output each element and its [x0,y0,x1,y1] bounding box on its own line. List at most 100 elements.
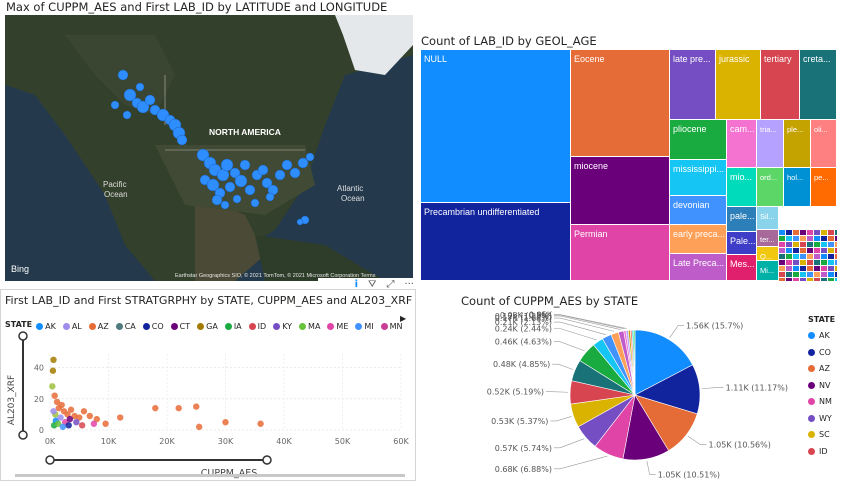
treemap-tile[interactable]: pe... [811,168,836,206]
treemap-small-tile [828,278,834,281]
treemap-tile[interactable]: miocene [571,157,669,224]
treemap-tile[interactable]: early preca... [670,225,726,253]
pie-chart[interactable]: 1.56K (15.7%) 1.11K (11.17%) 1.05K (10.56%… [430,305,810,481]
treemap-small-tile [800,272,806,277]
treemap-small-tile [828,248,834,253]
treemap-small-tile [786,278,792,281]
horizontal-scrollbar[interactable] [15,474,405,477]
pie-slice[interactable] [634,329,694,396]
scatter-point [49,367,57,374]
treemap-tile[interactable]: NULL [421,50,570,202]
treemap-tile[interactable]: tertiary [761,50,799,119]
treemap-tile[interactable]: pale... [727,207,756,231]
treemap-small-tile [828,266,834,271]
scatter-point [67,406,75,413]
treemap-tile[interactable]: mio... [727,168,756,206]
treemap-tile[interactable]: Eocene [571,50,669,156]
treemap-tile[interactable]: Mi... [757,261,778,280]
scatter-legend-item[interactable]: IA [224,322,242,331]
filter-icon[interactable]: ⛛ [368,278,377,290]
treemap-tile[interactable]: devonian [670,196,726,224]
legend-color-dot [808,381,815,389]
treemap-small-tile [786,230,792,235]
scatter-legend-item[interactable]: CA [115,322,136,331]
treemap-tile[interactable]: pliocene [670,120,726,159]
x-zoom-handle-left[interactable] [45,455,55,465]
pie-legend-title: STATE [808,314,836,324]
info-icon[interactable]: i [354,278,359,290]
treemap-tile-label: jurassic [718,54,750,64]
pie-legend-item[interactable]: NM [808,394,835,411]
legend-label: CO [819,347,831,357]
treemap-tile[interactable]: oli... [811,120,836,167]
treemap-tile[interactable]: Mes... [727,255,756,280]
pie-leader-line [554,341,585,352]
treemap-tile[interactable]: mississippi... [670,160,726,195]
pie-leader-line [554,321,606,335]
scatter-point [193,403,200,410]
map-visual[interactable]: NORTH AMERICA Pacific Ocean Atlantic Ocean… [5,15,413,281]
treemap-small-tile [800,266,806,271]
scatter-legend-item[interactable]: MN [380,322,403,331]
pie-data-label: 0.21K (2.13%) [495,318,552,327]
scatter-point [90,420,98,427]
pie-legend-item[interactable]: AK [808,328,835,345]
y-zoom-handle-bottom[interactable] [18,430,28,440]
treemap-small-tile [779,266,785,271]
treemap-tile-label: pliocene [673,124,707,134]
scatter-legend-item[interactable]: GA [197,322,218,331]
pie-slice[interactable] [633,329,636,396]
scatter-legend-item[interactable]: AK [36,322,56,331]
treemap-tile[interactable]: ple... [784,120,810,167]
scatter-legend-item[interactable]: AZ [88,322,109,331]
scatter-legend-item[interactable]: ME [327,322,348,331]
treemap-tile[interactable]: Q... [757,247,778,261]
treemap-tile[interactable]: creta... [800,50,836,119]
legend-next-arrow[interactable]: ▶ [400,314,407,323]
pie-legend-item[interactable]: ID [808,443,835,460]
y-zoom-handle-top[interactable] [18,331,28,341]
treemap-tile[interactable]: jurassic [716,50,760,119]
pie-legend-item[interactable]: SC [808,427,835,444]
x-tick-label: 50K [335,437,351,446]
treemap-tile[interactable]: hol... [784,168,810,206]
pie-legend-item[interactable]: NV [808,377,835,394]
pie-data-label: 0.52K (5.19%) [487,388,544,397]
scatter-legend-item[interactable]: ID [248,322,266,331]
more-options-icon[interactable]: ··· [404,278,414,290]
treemap-tile[interactable]: Late Preca... [670,254,726,280]
treemap-small-tile [800,248,806,253]
treemap-small-tile [814,242,820,247]
treemap-title: Count of LAB_ID by GEOL_AGE [421,34,597,48]
treemap-tile[interactable]: Precambrian undifferentiated [421,203,570,280]
scatter-point [73,419,80,426]
scatter-plot[interactable]: 0 20 40 0K 10K 20K 30K 40K 50K 60K AL203_XRF CUPPM_… [0,330,416,481]
treemap-tile[interactable]: cam... [727,120,756,167]
pie-legend-item[interactable]: CO [808,344,835,361]
treemap-tile[interactable]: ord... [757,168,783,206]
legend-label: CO [151,322,164,331]
treemap-tile-label: ter... [760,235,775,244]
pie-legend-item[interactable]: WY [808,410,835,427]
treemap-tile[interactable]: Permian [571,225,669,280]
treemap-tile[interactable]: Sil... [757,207,778,229]
scatter-legend-item[interactable]: AL [62,322,82,331]
treemap-visual[interactable]: NULL Precambrian undifferentiated Eocene mi… [421,50,837,281]
scatter-legend-item[interactable]: CO [142,322,164,331]
x-axis-title: CUPPM_AES [201,468,258,479]
x-zoom-handle-right[interactable] [262,455,272,465]
scatter-legend-item[interactable]: KY [273,322,292,331]
treemap-small-tile [814,248,820,253]
focus-mode-icon[interactable]: ⤢ [386,278,395,290]
scatter-legend-item[interactable]: MI [355,322,374,331]
treemap-tile[interactable]: tria... [757,120,783,167]
treemap-tile[interactable]: late pre... [670,50,715,119]
treemap-tile[interactable]: Pale... [727,232,756,254]
pie-data-label: 1.11K (11.17%) [726,383,788,392]
pie-legend-item[interactable]: AZ [808,361,835,378]
treemap-tile-label: Eocene [574,54,605,64]
pie-leader-line [646,460,656,476]
scatter-legend-item[interactable]: MA [299,322,320,331]
scatter-legend-item[interactable]: CT [170,322,190,331]
treemap-tile[interactable]: ter... [757,230,778,246]
